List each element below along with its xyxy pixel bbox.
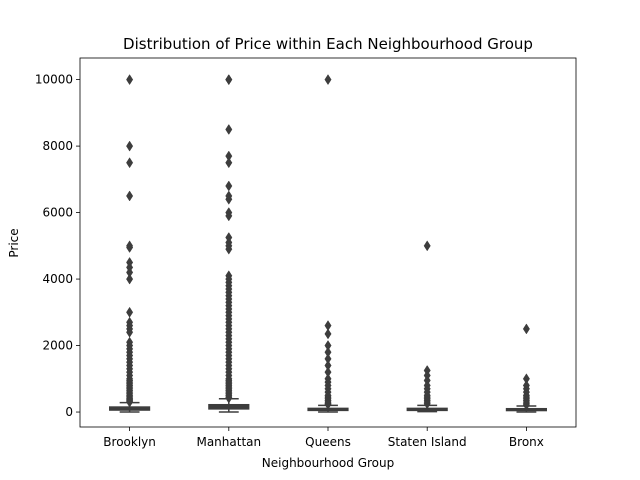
y-axis-label: Price bbox=[7, 228, 21, 257]
y-tick-label: 6000 bbox=[42, 206, 73, 220]
y-tick-label: 0 bbox=[65, 405, 73, 419]
y-tick-label: 10000 bbox=[35, 73, 73, 87]
outlier-point bbox=[126, 157, 134, 169]
box-group-bronx bbox=[505, 323, 547, 413]
outlier-point bbox=[324, 398, 332, 410]
outlier-point bbox=[126, 242, 134, 253]
box-group-queens bbox=[307, 74, 349, 413]
box-group-manhattan bbox=[208, 74, 250, 413]
x-tick-label: Bronx bbox=[509, 435, 544, 449]
outlier-point bbox=[126, 273, 134, 285]
outlier-point bbox=[225, 180, 233, 192]
x-tick-label: Staten Island bbox=[388, 435, 467, 449]
y-tick-label: 8000 bbox=[42, 139, 73, 153]
outlier-point bbox=[225, 157, 233, 169]
outlier-point bbox=[126, 306, 134, 318]
x-axis: Brooklyn Manhattan Queens Staten Island Bron… bbox=[103, 427, 544, 449]
outlier-point bbox=[225, 210, 233, 222]
plot-area bbox=[109, 74, 547, 413]
outlier-point bbox=[126, 74, 134, 86]
outlier-point bbox=[522, 323, 530, 335]
x-tick-label: Brooklyn bbox=[103, 435, 156, 449]
plot-frame bbox=[79, 57, 577, 428]
outlier-point bbox=[225, 193, 233, 205]
outlier-point bbox=[126, 190, 134, 202]
outlier-point bbox=[324, 328, 332, 340]
chart-title: Distribution of Price within Each Neighb… bbox=[123, 35, 533, 53]
outlier-point bbox=[423, 398, 431, 410]
outlier-point bbox=[126, 140, 134, 152]
x-tick-label: Manhattan bbox=[196, 435, 261, 449]
box-group-staten-island bbox=[406, 240, 448, 413]
y-tick-label: 4000 bbox=[42, 272, 73, 286]
y-axis: 0 2000 4000 6000 8000 10000 bbox=[35, 73, 80, 419]
x-tick-label: Queens bbox=[305, 435, 351, 449]
outlier-point bbox=[225, 124, 233, 135]
box-group-brooklyn bbox=[109, 74, 151, 413]
x-axis-label: Neighbourhood Group bbox=[262, 456, 394, 470]
outlier-point bbox=[126, 396, 134, 408]
outlier-point bbox=[324, 74, 332, 86]
outlier-point bbox=[423, 240, 431, 252]
outlier-point bbox=[225, 74, 233, 86]
outlier-point bbox=[225, 243, 233, 255]
outlier-point bbox=[522, 399, 530, 411]
outlier-point bbox=[225, 392, 233, 404]
y-tick-label: 2000 bbox=[42, 339, 73, 353]
